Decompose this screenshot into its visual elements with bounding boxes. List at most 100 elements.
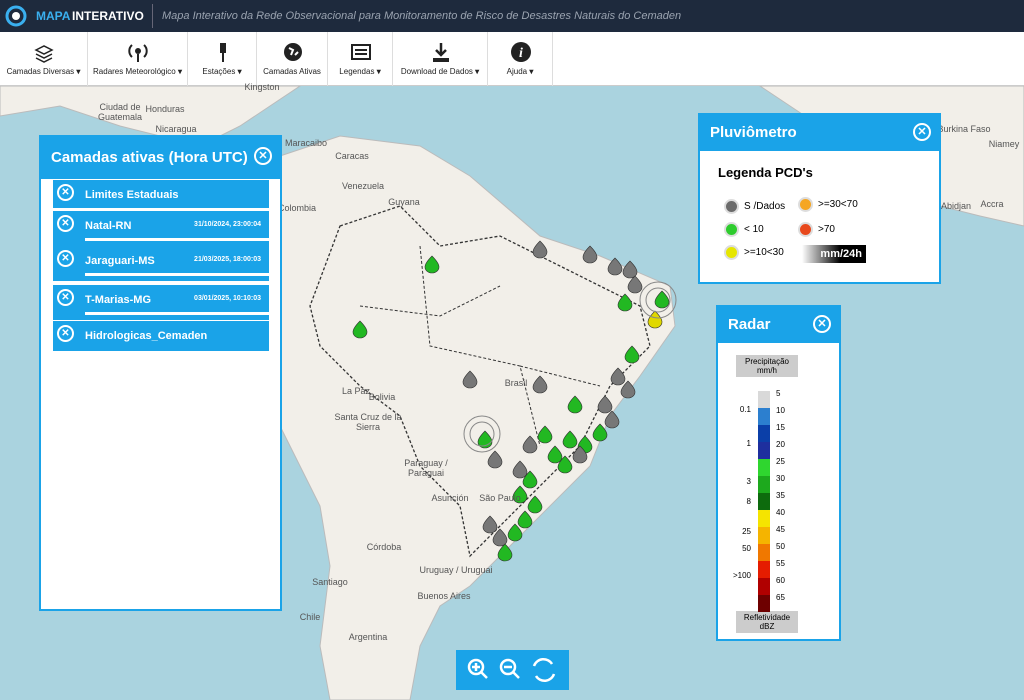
toolbar-icon [283,43,302,61]
station-marker[interactable] [620,380,636,399]
color-segment [758,493,770,510]
layer-time: 03/01/2025, 10:10:03 [194,295,261,302]
remove-button[interactable]: ✕ [57,325,74,342]
map-label: Brasil [504,378,528,388]
layer-item[interactable]: ✕ Natal-RN 31/10/2024, 23:00:04 [53,211,273,246]
station-marker[interactable] [647,310,663,329]
opacity-slider [85,238,273,241]
station-marker[interactable] [462,370,478,389]
rain-label: 25 [742,527,751,536]
panel-header: Pluviômetro ✕ [700,115,939,151]
station-marker[interactable] [610,367,626,386]
layer-item[interactable]: ✕ Hidrologicas_Cemaden [53,321,269,351]
layer-time: 31/10/2024, 23:00:04 [194,221,261,228]
station-marker[interactable] [512,460,528,479]
station-marker[interactable] [507,523,523,542]
toolbar-icon [128,44,148,62]
panel-header: Radar ✕ [718,307,839,343]
station-marker[interactable] [547,445,563,464]
close-button[interactable]: ✕ [813,315,831,333]
svg-text:i: i [519,46,523,61]
station-marker[interactable] [572,445,588,464]
map-label: Uruguay / Uruguai [419,565,493,575]
remove-button[interactable]: ✕ [57,184,74,201]
station-marker[interactable] [604,410,620,429]
station-marker[interactable] [537,425,553,444]
map-label: Santa Cruz de la Sierra [334,412,402,432]
station-marker[interactable] [654,290,670,309]
station-marker[interactable] [627,275,643,294]
station-marker[interactable] [512,485,528,504]
map-label: Caracas [335,151,369,161]
close-button[interactable]: ✕ [254,147,272,165]
toolbar-label: Legendas ▾ [339,67,381,76]
color-segment [758,459,770,476]
rain-label: 1 [746,439,751,448]
station-marker[interactable] [352,320,368,339]
toolbar-item[interactable]: Camadas Diversas ▾ [0,32,88,86]
station-marker[interactable] [622,260,638,279]
toolbar-item[interactable]: Camadas Ativas [257,32,328,86]
brand: MAPA [36,9,71,23]
toolbar-item[interactable]: Download de Dados ▾ [393,32,488,86]
remove-button[interactable]: ✕ [57,215,74,232]
toolbar: Camadas Diversas ▾ Radares Meteorológico … [0,32,1024,86]
rain-label: 8 [746,497,751,506]
dbz-label: 50 [776,542,785,551]
station-marker[interactable] [567,395,583,414]
toolbar-label: Camadas Ativas [263,67,321,76]
map-label: Burkina Faso [937,124,991,134]
station-marker[interactable] [607,257,623,276]
station-marker[interactable] [522,435,538,454]
caret: ▾ [177,67,182,76]
map-label: Guyana [388,197,420,207]
toolbar-label: Download de Dados ▾ [400,67,480,76]
legend-label: >=10<30 [744,247,784,258]
station-marker[interactable] [517,510,533,529]
legend-title: Legenda PCD's [718,165,813,180]
dbz-label: 15 [776,423,785,432]
toolbar-item[interactable]: Radares Meteorológico ▾ [88,32,188,86]
brand: INTERATIVO [72,9,144,23]
map-label: São Paulo [479,493,521,503]
close-button[interactable]: ✕ [913,123,931,141]
station-marker[interactable] [522,470,538,489]
dbz-label: 30 [776,474,785,483]
station-marker[interactable] [532,375,548,394]
map-label: Niamey [988,139,1020,149]
layer-item[interactable]: ✕ Limites Estaduais [53,180,269,208]
toolbar-item[interactable]: Legendas ▾ [328,32,393,86]
station-marker[interactable] [617,293,633,312]
caret: ▾ [529,67,534,76]
station-marker[interactable] [492,528,508,547]
station-marker[interactable] [532,240,548,259]
station-marker[interactable] [592,423,608,442]
dbz-label: 40 [776,508,785,517]
station-marker[interactable] [482,515,498,534]
station-marker[interactable] [527,495,543,514]
zoom-controls [456,650,569,690]
station-marker[interactable] [582,245,598,264]
station-marker[interactable] [487,450,503,469]
station-marker[interactable] [562,430,578,449]
map-label: Accra [980,199,1004,209]
top-label: Precipitação mm/h [736,355,798,377]
toolbar-item[interactable]: Estações ▾ [188,32,257,86]
station-marker[interactable] [424,255,440,274]
map-label: Paraguay / Paraguai [404,458,448,478]
station-marker[interactable] [597,395,613,414]
map-label: Bolivia [368,392,396,402]
layer-item[interactable]: ✕ T-Marias-MG 03/01/2025, 10:10:03 [53,285,273,320]
layer-item[interactable]: ✕ Jaraguari-MS 21/03/2025, 18:00:03 [53,246,273,281]
remove-button[interactable]: ✕ [57,250,74,267]
station-marker[interactable] [557,455,573,474]
dbz-label: 35 [776,491,785,500]
legend-label: >=30<70 [818,199,858,210]
toolbar-item[interactable]: i Ajuda ▾ [488,32,553,86]
remove-button[interactable]: ✕ [57,289,74,306]
legend-label: S /Dados [744,201,786,212]
caret: ▾ [237,67,242,76]
station-marker[interactable] [624,345,640,364]
map-label: Abidjan [940,201,972,211]
station-marker[interactable] [497,543,513,562]
